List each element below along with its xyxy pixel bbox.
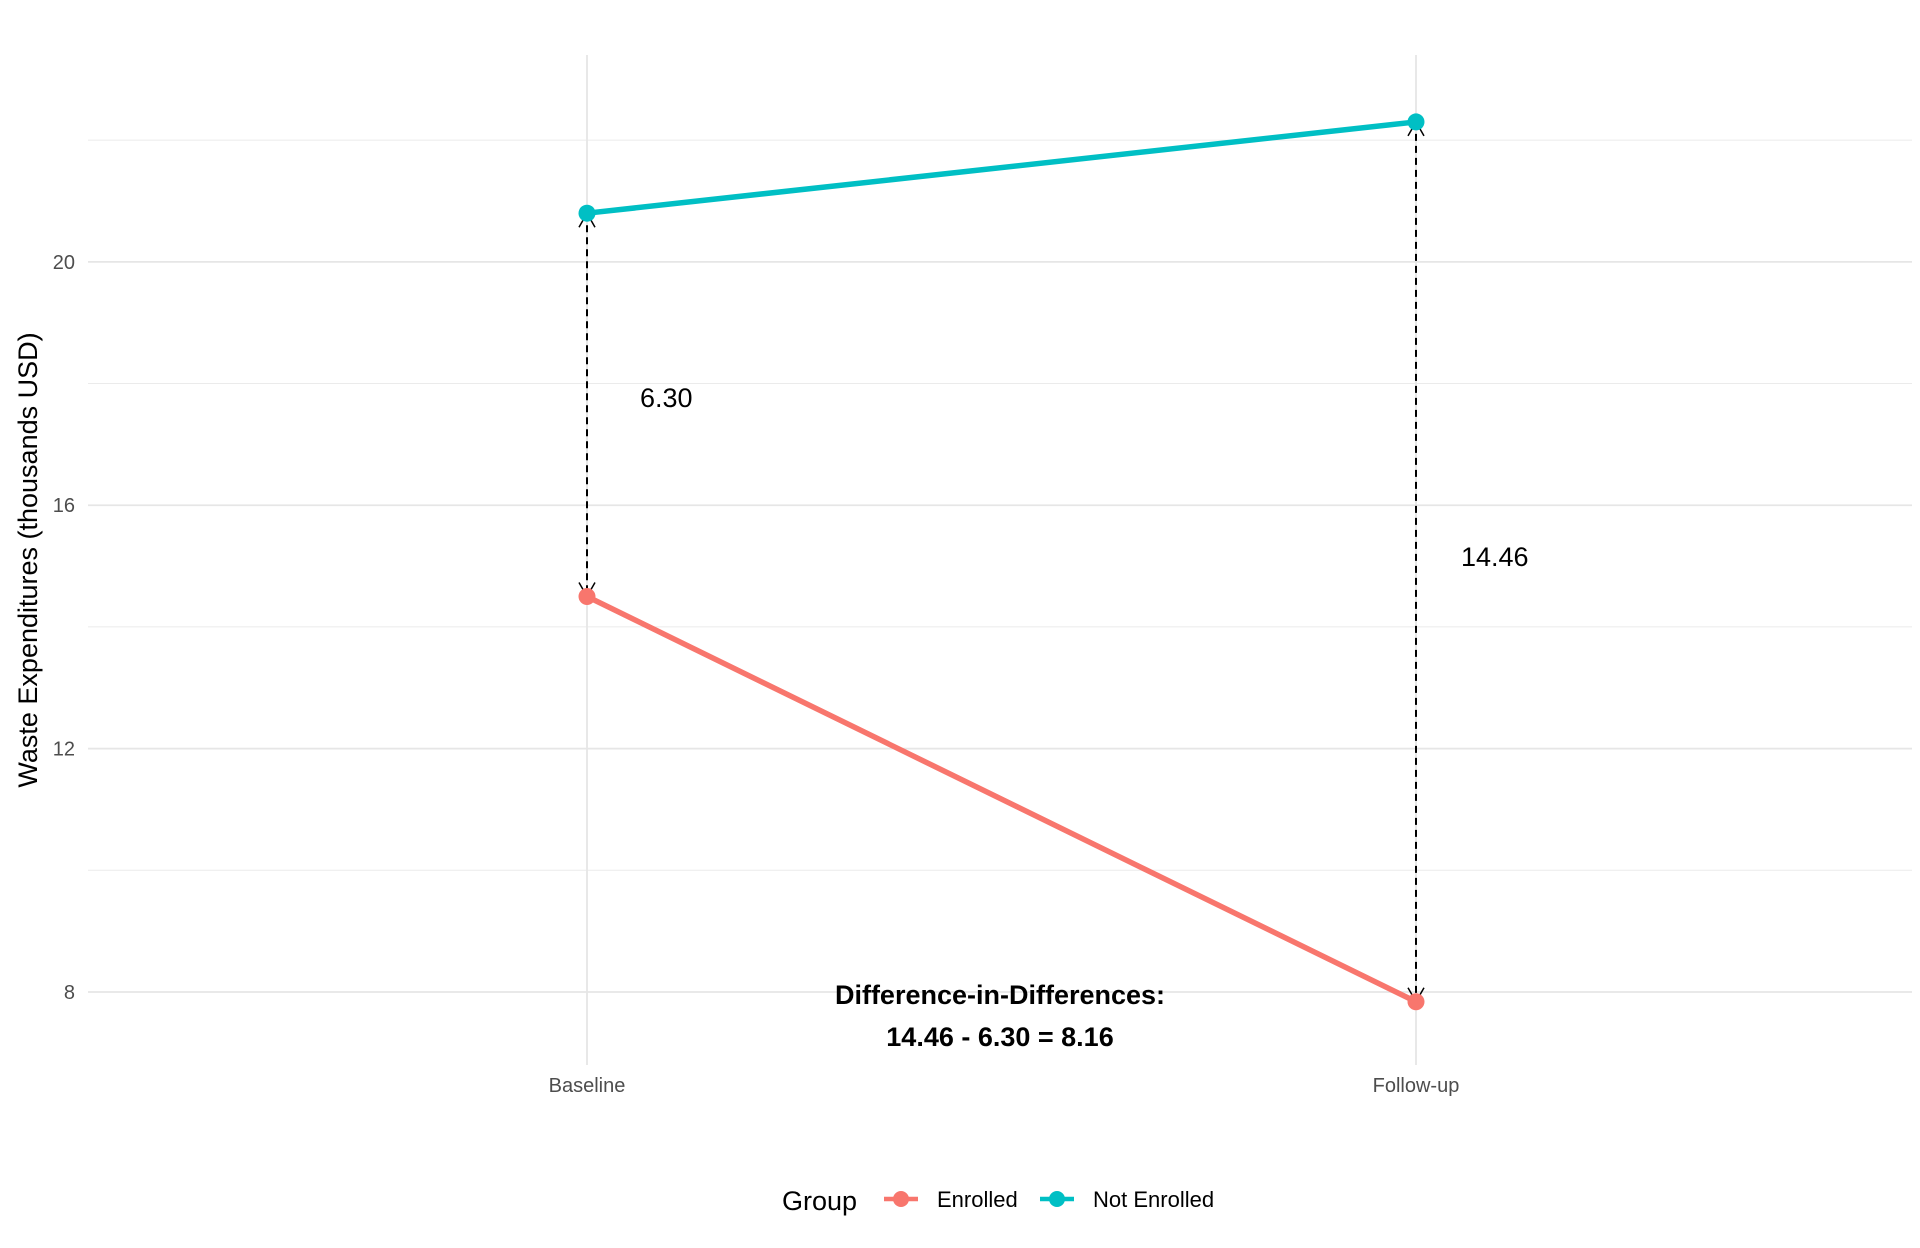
followup-gap-label: 14.46 [1461,542,1529,572]
series-line-enrolled [584,593,1419,1005]
legend-label-not-enrolled: Not Enrolled [1093,1187,1214,1212]
series-line-not-enrolled [584,119,1419,216]
series-lines [578,113,1425,1011]
baseline-gap-label: 6.30 [640,383,693,413]
legend: Group Enrolled Not Enrolled [782,1186,1214,1216]
y-tick-label: 8 [64,982,75,1004]
data-point-not-enrolled [1407,113,1425,131]
data-point-enrolled [578,588,596,606]
did-title: Difference-in-Differences: [835,980,1165,1010]
y-tick-label: 16 [53,495,75,517]
y-tick-label: 20 [53,252,75,274]
x-tick-label: Baseline [549,1075,626,1097]
gap-arrows [578,120,1425,1004]
did-formula: 14.46 - 6.30 = 8.16 [886,1022,1113,1052]
data-point-enrolled [1407,993,1425,1011]
y-axis-title: Waste Expenditures (thousands USD) [13,332,43,787]
legend-title: Group [782,1186,857,1216]
y-tick-label: 12 [53,739,75,761]
legend-label-enrolled: Enrolled [937,1187,1018,1212]
y-axis-ticks: 8 12 16 20 [53,252,75,1004]
data-point-not-enrolled [578,204,596,222]
legend-item-not-enrolled: Not Enrolled [1040,1187,1214,1212]
x-axis-ticks: Baseline Follow-up [549,1075,1460,1097]
x-tick-label: Follow-up [1373,1075,1460,1097]
legend-key-dot-not-enrolled [1049,1191,1065,1207]
legend-key-dot-enrolled [893,1191,909,1207]
gridlines [88,55,1912,1065]
legend-item-enrolled: Enrolled [884,1187,1018,1212]
